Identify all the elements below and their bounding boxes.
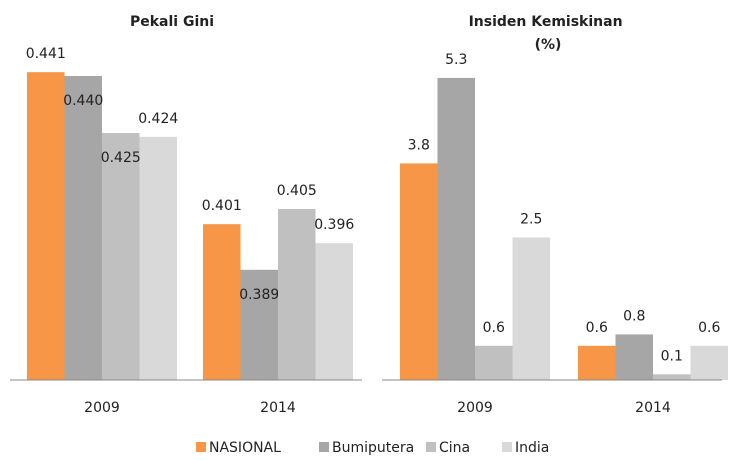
chart-title: Insiden Kemiskinan (%) <box>469 14 628 53</box>
data-label: 0.1 <box>661 348 683 364</box>
bar <box>27 72 65 380</box>
data-label: 0.440 <box>63 93 103 109</box>
data-label: 0.6 <box>586 320 608 336</box>
bar <box>400 163 438 380</box>
data-label: 3.8 <box>408 137 430 153</box>
bar <box>653 374 691 380</box>
bar <box>139 136 177 380</box>
data-label: 0.6 <box>483 320 505 336</box>
data-label: 0.424 <box>138 111 178 127</box>
legend-label: Bumiputera <box>332 440 414 456</box>
x-tick-label: 2014 <box>635 400 671 416</box>
bar <box>690 345 728 380</box>
x-tick-label: 2009 <box>84 400 120 416</box>
bar <box>240 269 278 380</box>
bar <box>315 243 353 380</box>
bar <box>278 209 316 380</box>
data-label: 0.425 <box>101 150 141 166</box>
data-label: 0.389 <box>239 287 279 303</box>
chart-title: Pekali Gini <box>130 14 214 30</box>
data-label: 0.6 <box>698 320 720 336</box>
x-tick-label: 2009 <box>457 400 493 416</box>
data-label: 0.405 <box>277 183 317 199</box>
legend-swatch <box>196 442 206 452</box>
legend-label: NASIONAL <box>209 440 281 456</box>
bar <box>512 237 550 380</box>
legend-swatch <box>426 442 436 452</box>
bar <box>102 133 140 380</box>
legend-label: India <box>515 440 549 456</box>
data-label: 0.441 <box>26 46 66 62</box>
data-label: 0.396 <box>314 217 354 233</box>
title-line: (%) <box>535 37 562 53</box>
bar <box>437 77 475 381</box>
x-tick-label: 2014 <box>260 400 296 416</box>
data-label: 2.5 <box>520 212 542 228</box>
legend-swatch <box>502 442 512 452</box>
bar <box>203 224 241 380</box>
bar <box>64 76 102 380</box>
data-label: 0.401 <box>202 198 242 214</box>
legend-label: Cina <box>439 440 470 456</box>
legend-swatch <box>319 442 329 452</box>
bar <box>615 334 653 380</box>
data-label: 0.8 <box>623 308 645 324</box>
bar <box>475 345 513 380</box>
title-line: Insiden Kemiskinan <box>469 14 628 30</box>
data-label: 5.3 <box>445 52 467 68</box>
bar <box>578 345 616 380</box>
